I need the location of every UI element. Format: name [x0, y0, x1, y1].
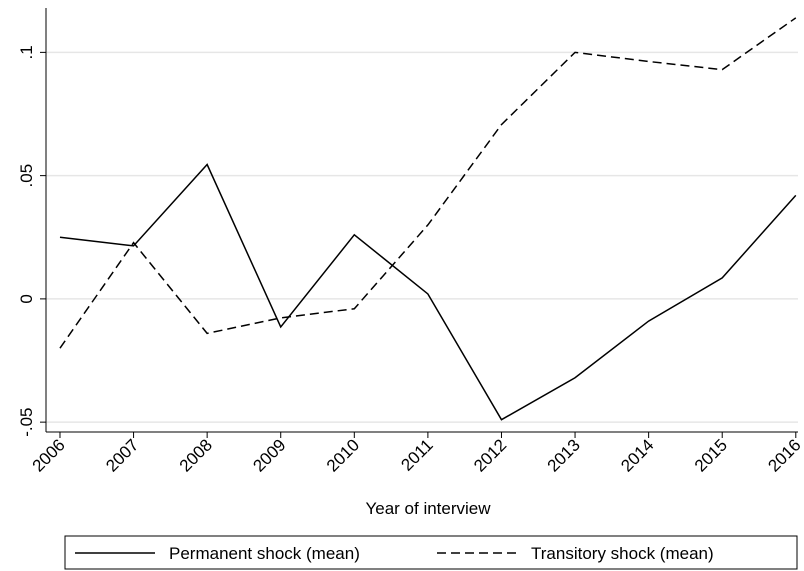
- y-tick-label: .05: [17, 164, 36, 188]
- y-tick-label: 0: [17, 294, 36, 303]
- x-axis-label: Year of interview: [365, 499, 491, 518]
- legend-label: Transitory shock (mean): [531, 544, 714, 563]
- series-line: [59, 17, 797, 349]
- y-tick-label: .1: [17, 45, 36, 59]
- y-tick-label: -.05: [17, 407, 36, 436]
- series-line: [59, 163, 797, 421]
- legend-label: Permanent shock (mean): [169, 544, 360, 563]
- legend-box: [64, 535, 798, 570]
